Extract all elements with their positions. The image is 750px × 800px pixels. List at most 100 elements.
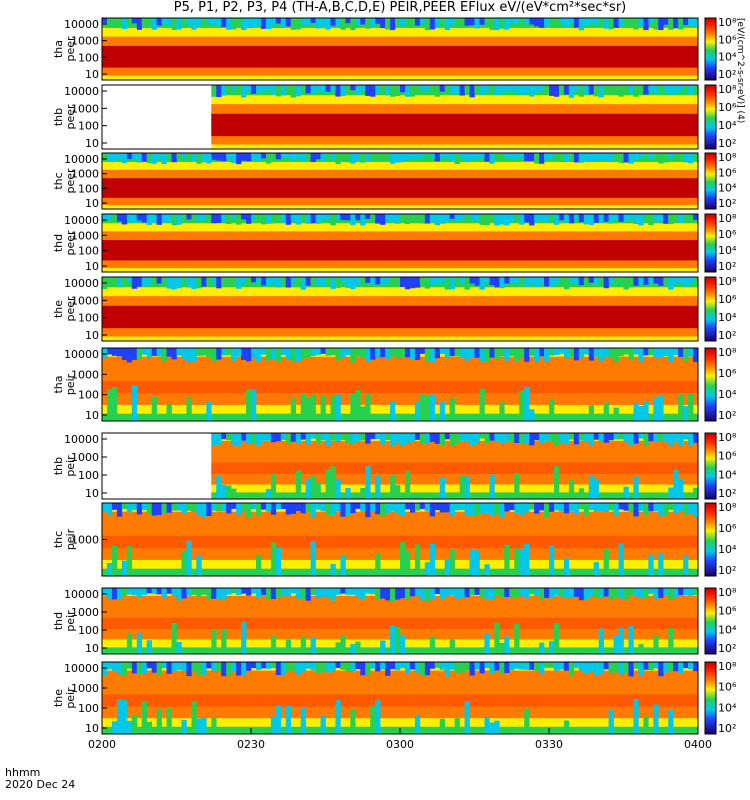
spectrum-noise	[385, 662, 391, 676]
spectrum-noise	[221, 85, 227, 96]
panel-ylabel: thbpeir	[52, 455, 77, 477]
spectrum-noise	[161, 503, 167, 514]
spectrum-noise	[613, 214, 619, 219]
spectrum-noise	[608, 588, 614, 601]
spectrum-noise	[663, 153, 669, 163]
spectrum-noise	[136, 632, 143, 654]
spectrum-noise	[255, 588, 262, 598]
y-tick-label: 1000	[71, 229, 99, 242]
spectrum-noise	[111, 214, 118, 222]
spectrum-noise	[226, 277, 232, 285]
spectrum-noise	[608, 433, 614, 441]
spectrum-noise	[409, 348, 416, 360]
spectrum-noise	[365, 85, 371, 96]
spectrum-noise	[151, 214, 157, 223]
spectrum-noise	[395, 18, 401, 25]
panel-frame	[101, 587, 699, 655]
spectrum-noise	[355, 18, 361, 25]
spectrum-noise	[678, 153, 684, 162]
spectrum-noise	[320, 153, 326, 162]
spectrum-noise	[603, 433, 609, 443]
spectrum-noise	[653, 397, 659, 421]
spectrum-noise	[335, 277, 341, 288]
spectrum-noise	[693, 662, 699, 672]
spectrum-noise	[603, 348, 609, 357]
spectrum-noise	[201, 717, 207, 734]
spectrum-noise	[340, 555, 346, 576]
probe-label: tha	[52, 40, 65, 58]
spectrum-noise	[598, 662, 604, 675]
panel-ylabel: thdpeir	[52, 610, 77, 632]
spectrum-noise	[544, 662, 550, 668]
spectrum-noise	[693, 588, 699, 596]
spectrum-noise	[226, 662, 232, 676]
spectrum-noise	[111, 18, 118, 26]
spectrum-noise	[241, 503, 247, 512]
spectrum-noise	[146, 214, 152, 225]
spectrum-noise	[320, 395, 326, 421]
spectrum-noise	[459, 475, 465, 499]
spectrum-noise	[211, 629, 217, 654]
spectrum-noise	[583, 503, 590, 516]
spectrum-noise	[251, 153, 257, 159]
spectrum-noise	[489, 153, 495, 164]
spectrum-noise	[320, 277, 326, 287]
spectrum-noise	[151, 588, 157, 594]
spectrum-noise	[265, 588, 272, 600]
spectrum-noise	[236, 348, 242, 357]
spectrum-noise	[146, 153, 152, 164]
spectrum-noise	[484, 85, 490, 92]
spectrum-noise	[300, 433, 306, 440]
spectrum-noise	[534, 348, 540, 362]
spectrum-noise	[146, 640, 152, 654]
spectrum-noise	[444, 18, 450, 30]
spectrum-noise	[395, 153, 401, 163]
spectrum-noise	[464, 153, 470, 163]
spectrum-noise	[439, 153, 445, 159]
spectrum-noise	[221, 503, 227, 512]
spectrum-noise	[449, 398, 455, 421]
y-tick-label: 1000	[71, 682, 99, 695]
spectrum-noise	[201, 214, 207, 220]
spectrum-band	[102, 595, 698, 619]
spectrum-noise	[201, 503, 207, 517]
spectrum-noise	[449, 639, 455, 654]
spectrum-noise	[300, 503, 306, 514]
spectrum-noise	[633, 433, 639, 444]
spectrum-noise	[414, 433, 421, 440]
probe-label: thd	[52, 612, 65, 630]
spectrum-noise	[295, 153, 301, 159]
panel-ylabel: thdpeer	[52, 230, 77, 256]
spectrum-noise	[558, 503, 565, 512]
spectrum-noise	[553, 348, 560, 355]
spectrum-noise	[618, 662, 624, 675]
spectrum-noise	[454, 718, 460, 734]
spectrum-noise	[404, 277, 411, 290]
spectrum-noise	[489, 474, 495, 499]
y-tick-label: 100	[78, 624, 99, 637]
spectrum-noise	[355, 348, 361, 357]
spectrum-noise	[191, 503, 197, 513]
spectrum-noise	[390, 503, 396, 512]
spectrum-noise	[251, 503, 257, 510]
spectrum-noise	[246, 153, 252, 162]
spectrum-noise	[414, 588, 421, 597]
spectrum-noise	[375, 700, 381, 734]
spectrum-noise	[106, 563, 113, 576]
spectrum-noise	[424, 214, 431, 224]
spectrum-noise	[529, 18, 535, 25]
spectrum-noise	[623, 503, 629, 511]
spectrum-noise	[116, 503, 123, 517]
spectrum-noise	[176, 588, 182, 601]
spectrum-noise	[534, 85, 540, 93]
spectrum-noise	[265, 85, 272, 91]
spectrum-noise	[211, 588, 217, 599]
spectrum-noise	[469, 549, 475, 576]
spectrum-noise	[494, 18, 500, 31]
spectrum-noise	[310, 153, 316, 163]
spectrum-noise	[136, 214, 143, 221]
spectrum-band	[102, 205, 698, 210]
spectrum-noise	[335, 85, 341, 97]
